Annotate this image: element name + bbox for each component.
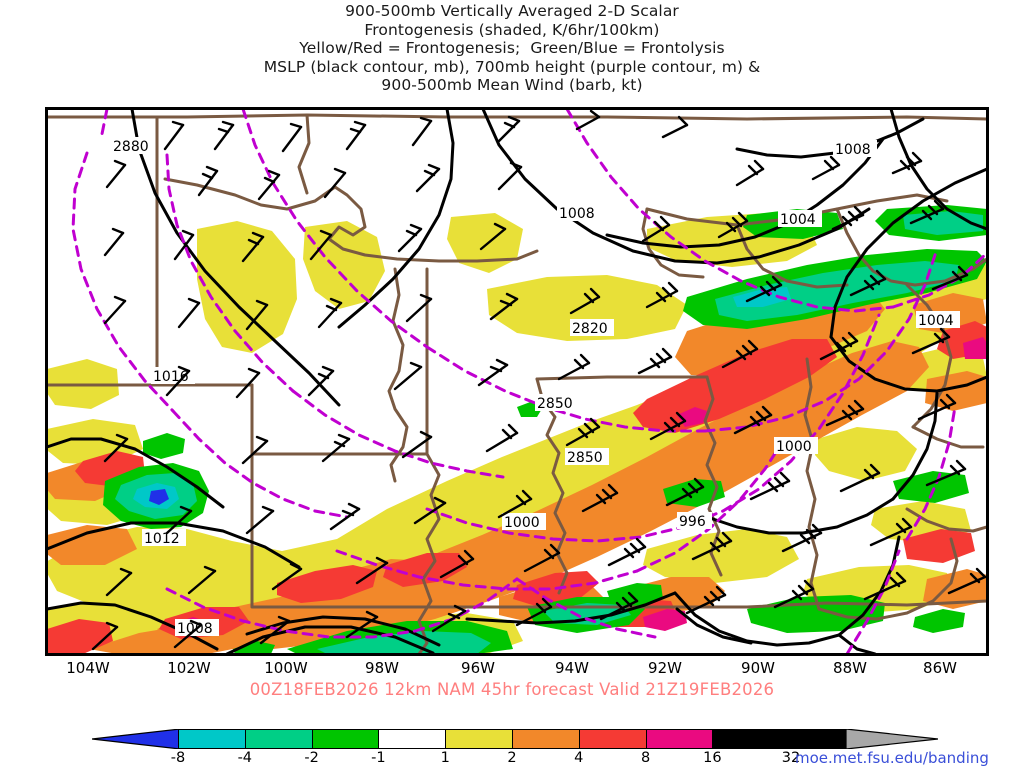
svg-text:2850: 2850 — [567, 450, 603, 466]
map-plot-area: 2880 1016 1012 1008 1008 — [45, 107, 989, 656]
x-tick-8: 88W — [833, 659, 867, 677]
colorbar-tick-0: -8 — [170, 750, 186, 766]
x-tick-2: 100W — [264, 659, 308, 677]
svg-text:1004: 1004 — [780, 212, 816, 228]
colorbar-segment-6 — [578, 729, 646, 749]
colorbar-segment-3 — [378, 729, 446, 749]
colorbar-tick-5: 2 — [507, 750, 517, 766]
colorbar-tick-6: 4 — [574, 750, 584, 766]
title-line-5: 900-500mb Mean Wind (barb, kt) — [381, 76, 643, 95]
colorbar-segment-1 — [244, 729, 312, 749]
svg-text:2820: 2820 — [572, 321, 608, 337]
colorbar-segment-7 — [645, 729, 713, 749]
colorbar-tick-1: -4 — [237, 750, 253, 766]
svg-text:1008: 1008 — [559, 206, 595, 222]
colorbar-tick-9: 32 — [781, 750, 801, 766]
x-tick-4: 96W — [461, 659, 495, 677]
colorbar-tick-3: -1 — [371, 750, 386, 766]
svg-text:2850: 2850 — [537, 396, 573, 412]
svg-text:2880: 2880 — [113, 139, 149, 155]
x-tick-7: 90W — [741, 659, 775, 677]
x-tick-0: 104W — [66, 659, 110, 677]
x-tick-9: 86W — [923, 659, 957, 677]
title-line-1: 900-500mb Vertically Averaged 2-D Scalar — [345, 2, 679, 20]
contour-labels: 2880 1016 1012 1008 1008 — [111, 137, 960, 637]
svg-text:996: 996 — [679, 514, 706, 530]
colorbar-tick-4: 1 — [440, 750, 450, 766]
title-line-2: Frontogenesis (shaded, K/6hr/100km) — [364, 20, 660, 39]
colorbar-tick-2: -2 — [304, 750, 319, 766]
x-tick-6: 92W — [648, 659, 682, 677]
map-svg: 2880 1016 1012 1008 1008 — [47, 109, 987, 654]
colorbar — [92, 729, 938, 749]
wind-barbs — [91, 109, 987, 651]
title-line-3: Yellow/Red = Frontogenesis; Green/Blue =… — [299, 39, 725, 58]
site-watermark: moe.met.fsu.edu/banding — [795, 749, 989, 767]
x-tick-5: 94W — [555, 659, 589, 677]
title-line-4: MSLP (black contour, mb), 700mb height (… — [263, 57, 761, 76]
colorbar-segment-0 — [178, 729, 245, 749]
forecast-caption: 00Z18FEB2026 12km NAM 45hr forecast Vali… — [249, 680, 775, 699]
svg-text:1008: 1008 — [835, 142, 871, 158]
svg-text:1000: 1000 — [504, 515, 540, 531]
colorbar-segment-8 — [712, 729, 846, 749]
height-contours — [71, 109, 987, 654]
colorbar-segment-2 — [311, 729, 379, 749]
colorbar-over-arrow — [846, 729, 938, 749]
x-tick-3: 98W — [365, 659, 399, 677]
svg-text:1012: 1012 — [144, 531, 180, 547]
chart-title-block: 900-500mb Vertically Averaged 2-D Scalar… — [0, 2, 1024, 95]
frontogenesis-shading — [47, 205, 987, 654]
x-tick-1: 102W — [167, 659, 211, 677]
colorbar-segment-4 — [445, 729, 512, 749]
colorbar-tick-7: 8 — [640, 750, 651, 766]
svg-text:1004: 1004 — [918, 313, 954, 329]
colorbar-segment-5 — [512, 729, 579, 749]
colorbar-tick-8: 16 — [703, 750, 722, 766]
svg-text:1000: 1000 — [776, 439, 812, 455]
colorbar-under-arrow — [92, 729, 180, 749]
